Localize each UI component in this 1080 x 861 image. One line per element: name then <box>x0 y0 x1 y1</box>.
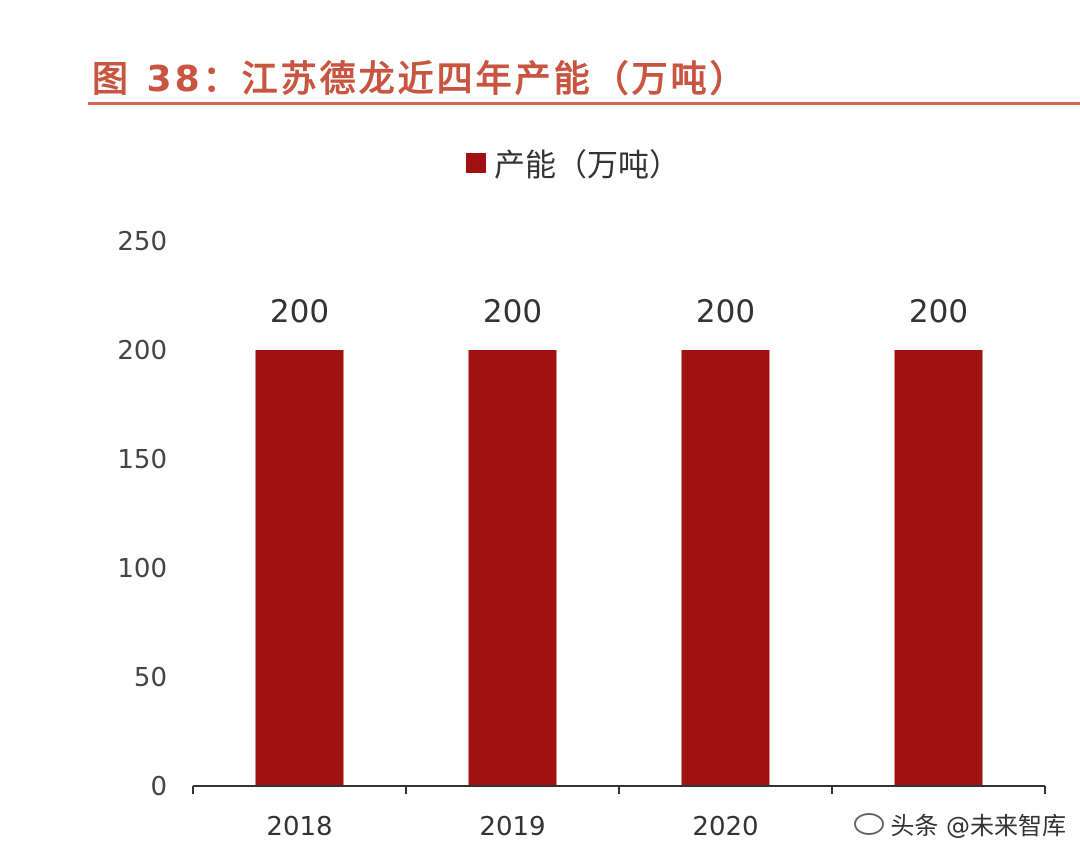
x-tick-label: 2020 <box>692 812 758 842</box>
watermark-logo-icon <box>854 812 885 835</box>
watermark: 头条 @未来智库 <box>854 806 1066 841</box>
x-axis: 2018 2019 2020 <box>192 785 1046 842</box>
figure-title: 图 38：江苏德龙近四年产能（万吨） <box>92 59 749 100</box>
data-label: 200 <box>483 294 542 330</box>
title-divider <box>88 102 1080 105</box>
data-label: 200 <box>696 294 755 330</box>
bar <box>255 350 344 786</box>
bar <box>681 350 770 786</box>
y-axis: 0 50 100 150 200 250 <box>117 227 167 802</box>
watermark-text: 头条 @未来智库 <box>890 812 1066 840</box>
legend-label: 产能（万吨） <box>494 148 680 184</box>
legend-swatch-icon <box>466 152 486 173</box>
data-label: 200 <box>270 294 329 330</box>
bar <box>894 350 983 786</box>
y-tick-label: 200 <box>117 336 167 366</box>
y-tick-label: 50 <box>134 663 167 693</box>
chart-legend: 产能（万吨） <box>466 140 680 185</box>
y-tick-label: 100 <box>117 554 167 584</box>
y-tick-label: 150 <box>117 445 167 475</box>
y-tick-label: 0 <box>150 772 167 802</box>
data-label: 200 <box>909 294 968 330</box>
bar <box>468 350 557 786</box>
x-tick-label: 2019 <box>479 812 545 842</box>
y-tick-label: 250 <box>117 227 167 257</box>
x-tick-label: 2018 <box>266 812 332 842</box>
bars-group: 200 200 200 200 <box>255 294 983 786</box>
